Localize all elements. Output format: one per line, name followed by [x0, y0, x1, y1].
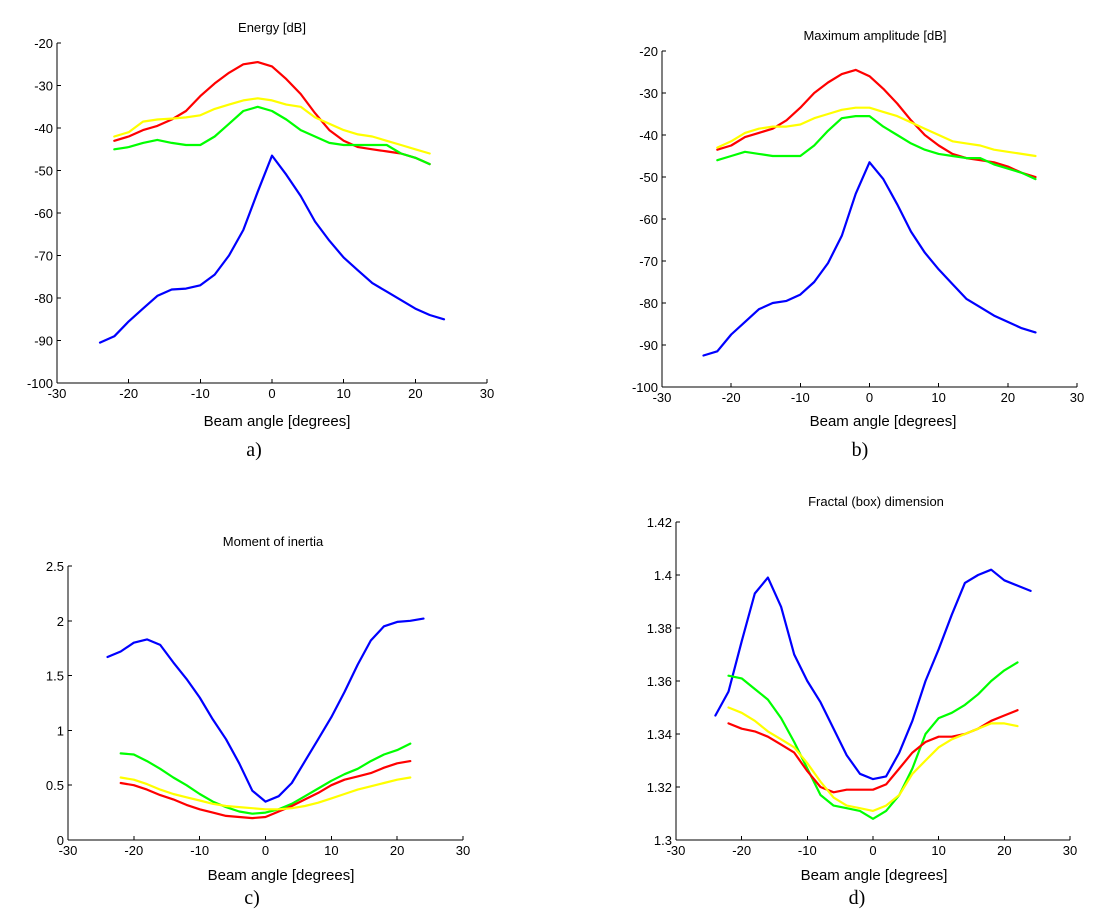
- panel-a-x-tick-label: 10: [336, 386, 350, 401]
- panel-b-y-tick-label: -30: [639, 86, 658, 101]
- panel-a-y-tick-label: -90: [34, 334, 53, 349]
- panel-a-series-blue-line: [98, 154, 446, 344]
- panel-d-y-tick-label: 1.4: [654, 568, 672, 583]
- panel-b-x-tick-label: 20: [1001, 390, 1015, 405]
- panel-b-y-tick-label: -50: [639, 170, 658, 185]
- panel-b-series-yellow-line: [716, 106, 1037, 158]
- panel-d-y-tick-label: 1.36: [647, 674, 672, 689]
- panel-a-y-tick-label: -80: [34, 291, 53, 306]
- panel-a-x-tick-label: 30: [480, 386, 494, 401]
- panel-c-y-tick-label: 0: [57, 833, 64, 848]
- panel-b-y-tick-label: -60: [639, 212, 658, 227]
- panel-c-x-tick-label: 10: [324, 843, 338, 858]
- panel-b-y-tick-label: -40: [639, 128, 658, 143]
- panel-d-series-green-line: [727, 661, 1019, 820]
- panel-d: Fractal (box) dimension Beam angle [degr…: [647, 494, 1078, 909]
- panel-c-x-tick-label: -10: [190, 843, 209, 858]
- panel-c-x-tick-label: 20: [390, 843, 404, 858]
- panel-c-x-tick-label: 0: [262, 843, 269, 858]
- panel-a-x-tick-label: -10: [191, 386, 210, 401]
- panel-b: Maximum amplitude [dB] Beam angle [degre…: [632, 28, 1084, 461]
- panel-d-x-tick-label: 30: [1063, 843, 1077, 858]
- panel-c-x-tick-label: 30: [456, 843, 470, 858]
- panel-b-title: Maximum amplitude [dB]: [803, 28, 946, 43]
- panel-a-y-tick-label: -20: [34, 36, 53, 51]
- panel-d-y-tick-label: 1.42: [647, 515, 672, 530]
- panel-a-series-red-line: [113, 61, 431, 166]
- panel-b-x-tick-label: -20: [722, 390, 741, 405]
- panel-d-series-yellow-line: [727, 706, 1019, 812]
- panel-b-x-tick-label: -10: [791, 390, 810, 405]
- panel-b-y-tick-label: -100: [632, 380, 658, 395]
- panel-b-series-blue-line: [702, 161, 1037, 357]
- panel-a-y-tick-label: -60: [34, 206, 53, 221]
- panel-d-x-tick-label: -20: [732, 843, 751, 858]
- panel-d-caption: d): [849, 887, 866, 909]
- panel-d-x-tick-label: -30: [667, 843, 686, 858]
- panel-a-x-tick-label: 20: [408, 386, 422, 401]
- panel-a-x-tick-label: -20: [119, 386, 138, 401]
- panel-a-y-tick-label: -70: [34, 249, 53, 264]
- panel-c-x-tick-label: -20: [124, 843, 143, 858]
- panel-c-y-tick-label: 2.5: [46, 559, 64, 574]
- panel-c-series-blue-line: [106, 617, 425, 803]
- panel-b-series-green-line: [716, 115, 1037, 181]
- panel-c-y-tick-label: 1: [57, 723, 64, 738]
- panel-c: Moment of inertia Beam angle [degrees] c…: [46, 534, 470, 909]
- panel-d-x-tick-label: 0: [869, 843, 876, 858]
- panel-d-x-tick-label: -10: [798, 843, 817, 858]
- panel-b-x-tick-label: 0: [866, 390, 873, 405]
- panel-a-y-tick-label: -40: [34, 121, 53, 136]
- panel-a-caption: a): [246, 439, 262, 461]
- panel-b-x-tick-label: 30: [1070, 390, 1084, 405]
- panel-b-y-tick-label: -90: [639, 338, 658, 353]
- panel-c-xlabel: Beam angle [degrees]: [208, 867, 355, 884]
- panel-c-series-green-line: [119, 742, 412, 815]
- panel-a-series-yellow-line: [113, 97, 431, 155]
- panel-a-title: Energy [dB]: [238, 20, 306, 35]
- panel-d-y-tick-label: 1.3: [654, 833, 672, 848]
- panel-b-y-tick-label: -70: [639, 254, 658, 269]
- panel-b-series-red-line: [716, 68, 1037, 179]
- panel-d-x-tick-label: 20: [997, 843, 1011, 858]
- panel-b-xlabel: Beam angle [degrees]: [810, 413, 957, 430]
- panel-a-series-green-line: [113, 105, 431, 166]
- panel-d-y-tick-label: 1.38: [647, 621, 672, 636]
- panel-b-y-tick-label: -20: [639, 44, 658, 59]
- panel-a: Energy [dB] Beam angle [degrees] a) -30-…: [27, 20, 494, 461]
- panel-b-y-tick-label: -80: [639, 296, 658, 311]
- panel-a-y-tick-label: -50: [34, 164, 53, 179]
- panel-a-y-tick-label: -30: [34, 79, 53, 94]
- panel-a-y-tick-label: -100: [27, 376, 53, 391]
- panel-c-x-tick-label: -30: [59, 843, 78, 858]
- panel-a-xlabel: Beam angle [degrees]: [204, 413, 351, 430]
- panel-c-y-tick-label: 1.5: [46, 669, 64, 684]
- panel-b-x-tick-label: -30: [653, 390, 672, 405]
- panel-c-caption: c): [244, 887, 260, 909]
- panel-d-series-blue-line: [714, 568, 1032, 781]
- panel-c-series-yellow-line: [119, 776, 412, 811]
- panel-a-x-tick-label: 0: [268, 386, 275, 401]
- panel-d-x-tick-label: 10: [931, 843, 945, 858]
- panel-a-x-tick-label: -30: [48, 386, 67, 401]
- panel-d-y-tick-label: 1.32: [647, 780, 672, 795]
- panel-d-title: Fractal (box) dimension: [808, 494, 944, 509]
- panel-c-title: Moment of inertia: [223, 534, 324, 549]
- panel-b-caption: b): [852, 439, 869, 461]
- panel-d-y-tick-label: 1.34: [647, 727, 672, 742]
- panel-c-y-tick-label: 0.5: [46, 778, 64, 793]
- panel-b-x-tick-label: 10: [931, 390, 945, 405]
- panel-d-xlabel: Beam angle [degrees]: [801, 867, 948, 884]
- panel-c-series-red-line: [119, 760, 412, 820]
- panel-c-y-tick-label: 2: [57, 614, 64, 629]
